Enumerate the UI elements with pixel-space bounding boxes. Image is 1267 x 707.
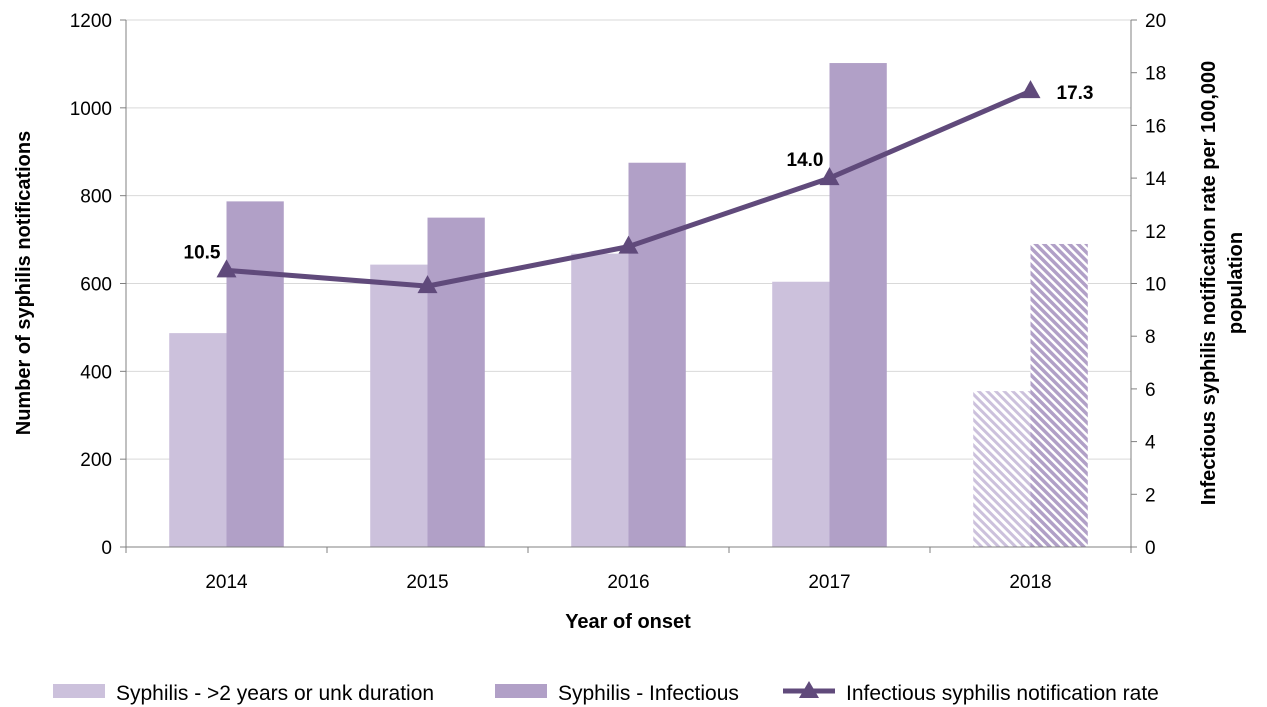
y2-tick-label: 4: [1145, 433, 1156, 454]
legend-label-other-duration: Syphilis - >2 years or unk duration: [116, 682, 434, 705]
y-tick-label: 600: [80, 275, 112, 296]
rate-data-label: 10.5: [184, 242, 221, 263]
y2-tick-label: 8: [1145, 327, 1156, 348]
legend-swatch-infectious: [495, 684, 547, 698]
bar-infectious: [1030, 243, 1088, 547]
x-tick-label: 2018: [1009, 572, 1051, 593]
y-tick-label: 800: [80, 187, 112, 208]
rate-marker: [1020, 80, 1041, 99]
x-tick-label: 2016: [607, 572, 649, 593]
rate-marker: [216, 259, 237, 278]
rate-marker: [618, 235, 639, 254]
y-tick-label: 0: [101, 538, 112, 559]
y2-axis-title-line1: Infectious syphilis notification rate pe…: [1198, 61, 1220, 506]
bar-other-duration: [772, 281, 830, 547]
rate-marker: [819, 167, 840, 186]
rate-data-label: 17.3: [1057, 83, 1094, 104]
tick-labels: 0 200 400 600 800 1000 1200 0 2 4 6 8 10 12 14 16 18 20 20…: [70, 11, 1167, 593]
rate-marker: [417, 275, 438, 294]
y2-tick-label: 10: [1145, 275, 1166, 296]
y-tick-label: 400: [80, 362, 112, 383]
y2-tick-label: 12: [1145, 222, 1166, 243]
bar-other-duration: [169, 333, 227, 547]
legend-label-infectious: Syphilis - Infectious: [558, 682, 739, 705]
y2-tick-label: 0: [1145, 538, 1156, 559]
axes: [120, 19, 1137, 553]
x-tick-label: 2015: [406, 572, 448, 593]
rate-data-label: 14.0: [787, 150, 824, 171]
y2-tick-label: 16: [1145, 116, 1166, 137]
y-tick-label: 1000: [70, 99, 112, 120]
y2-tick-label: 2: [1145, 485, 1156, 506]
bar-other-duration: [370, 264, 428, 547]
y2-tick-label: 14: [1145, 169, 1167, 190]
bars: [169, 63, 1088, 548]
y2-tick-label: 6: [1145, 380, 1156, 401]
legend-marker-rate: [799, 681, 819, 698]
legend: Syphilis - >2 years or unk duration Syph…: [53, 681, 1159, 705]
x-tick-label: 2014: [205, 572, 248, 593]
bar-infectious: [226, 201, 284, 547]
y2-axis-title-line2: population: [1225, 232, 1247, 334]
bar-infectious: [628, 162, 686, 547]
bar-infectious: [829, 63, 887, 548]
bar-other-duration: [571, 253, 629, 548]
y2-tick-label: 20: [1145, 11, 1166, 32]
y-axis-title: Number of syphilis notifications: [13, 131, 35, 435]
legend-label-rate: Infectious syphilis notification rate: [846, 682, 1159, 705]
y-tick-label: 1200: [70, 11, 112, 32]
x-tick-label: 2017: [808, 572, 850, 593]
y2-tick-label: 18: [1145, 64, 1166, 85]
rate-line: 10.5 14.0 17.3: [184, 80, 1094, 294]
legend-swatch-other-duration: [53, 684, 105, 698]
y-tick-label: 200: [80, 450, 112, 471]
bar-infectious: [427, 217, 485, 547]
x-axis-title: Year of onset: [565, 611, 691, 633]
bar-other-duration: [973, 391, 1031, 547]
